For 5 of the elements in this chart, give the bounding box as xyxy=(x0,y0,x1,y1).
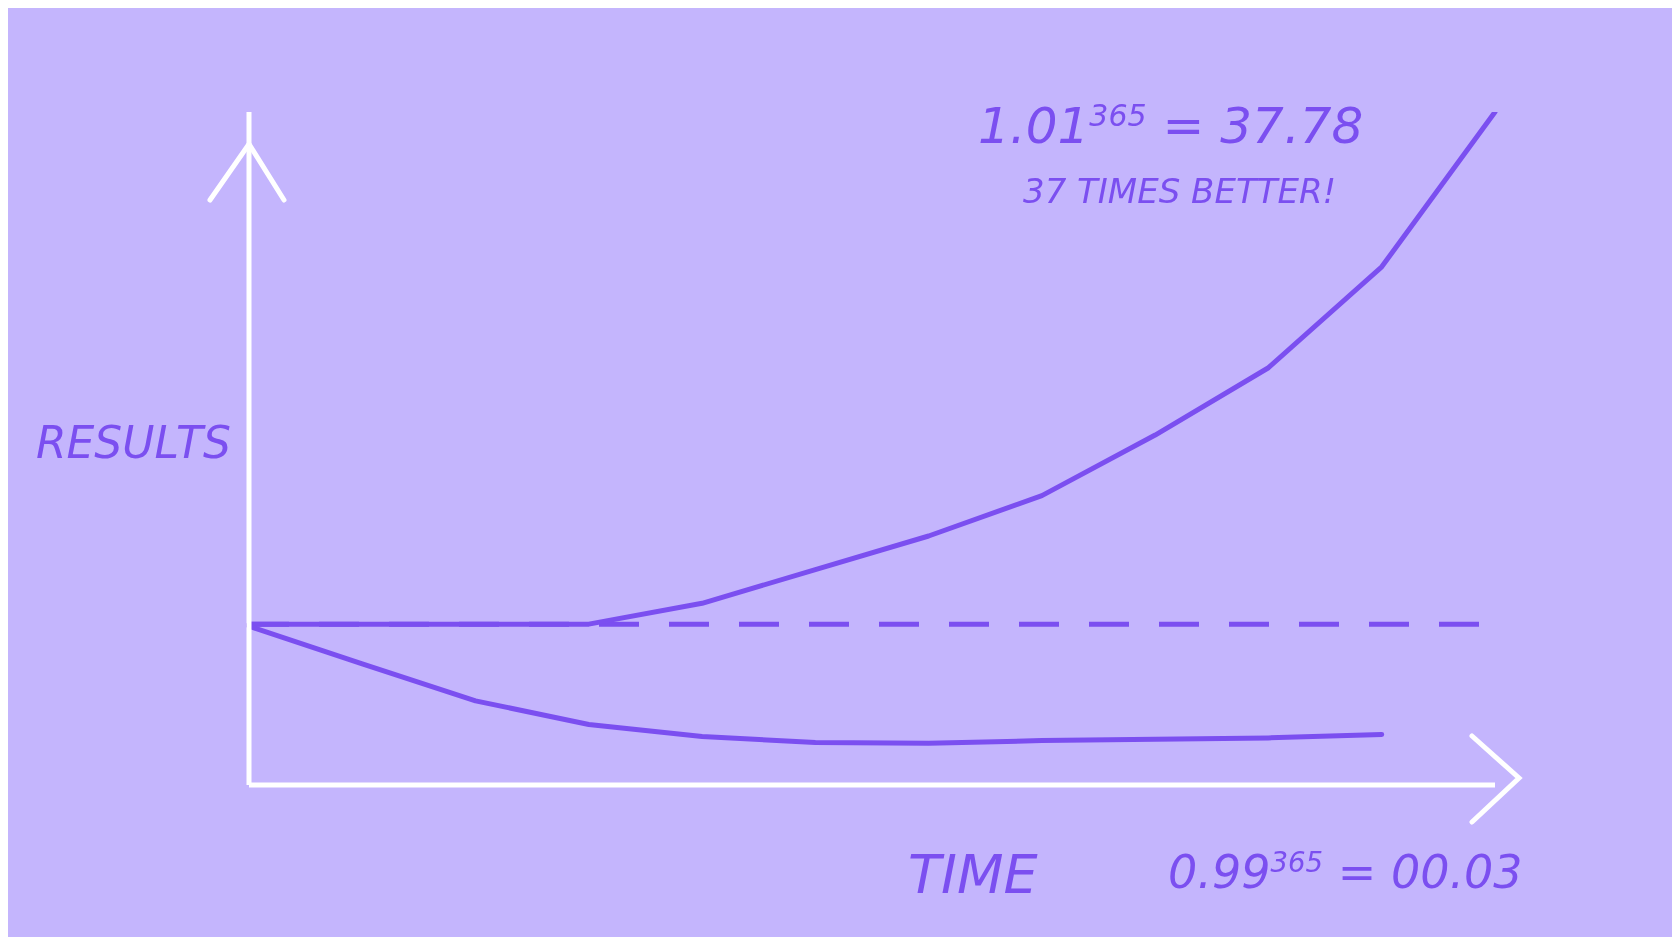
text: 0.99$^{365}$ = 00.03 xyxy=(1168,845,1523,899)
annotation: 37 TIMES BETTER! xyxy=(1023,171,1337,211)
x-axis-title: TIME xyxy=(908,843,1039,906)
y-axis-title: RESULTS xyxy=(36,417,231,468)
annotation: 1.01$^{365}$ = 37.78 xyxy=(978,97,1364,155)
